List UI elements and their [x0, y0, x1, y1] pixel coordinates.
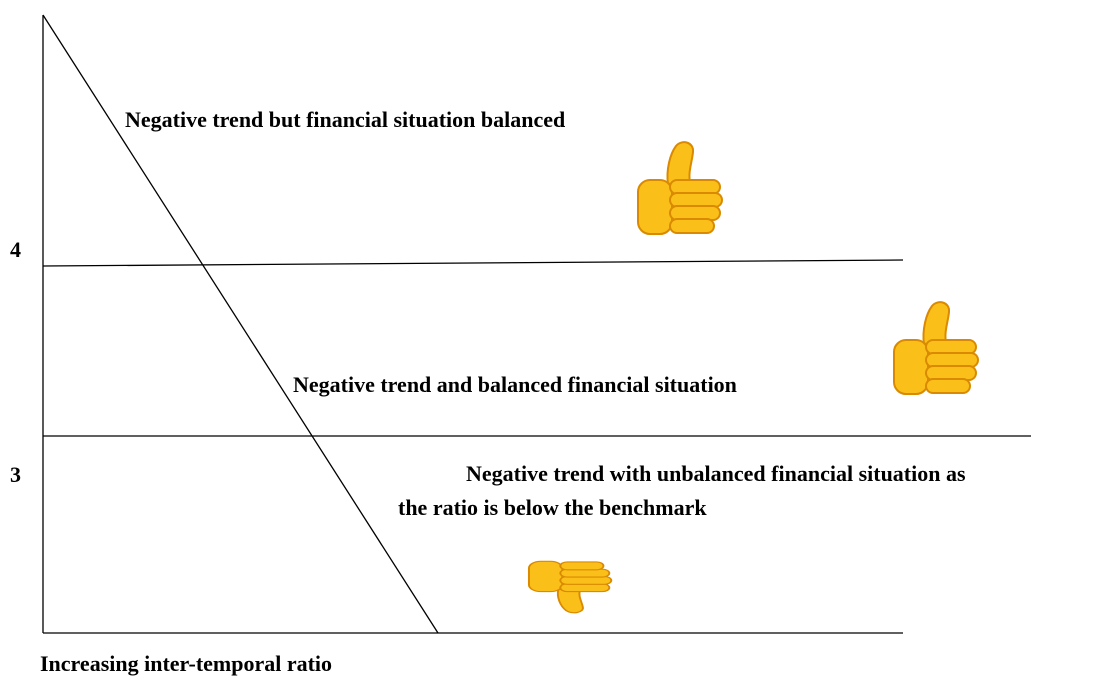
y-label: 4: [10, 237, 21, 262]
x-label: Increasing inter-temporal ratio: [40, 651, 332, 676]
region-text: Negative trend but financial situation b…: [125, 107, 565, 132]
region-text: Negative trend with unbalanced financial…: [466, 461, 966, 486]
thumbs-down-icon: [527, 560, 613, 614]
thumbs-up-icon: [893, 301, 979, 395]
threshold-line: [42, 259, 904, 267]
region-text: Negative trend and balanced financial si…: [293, 372, 737, 397]
trend-line: [42, 14, 439, 634]
y-label: 3: [10, 462, 21, 487]
thumbs-up-icon: [637, 141, 723, 235]
region-text: the ratio is below the benchmark: [398, 495, 707, 520]
